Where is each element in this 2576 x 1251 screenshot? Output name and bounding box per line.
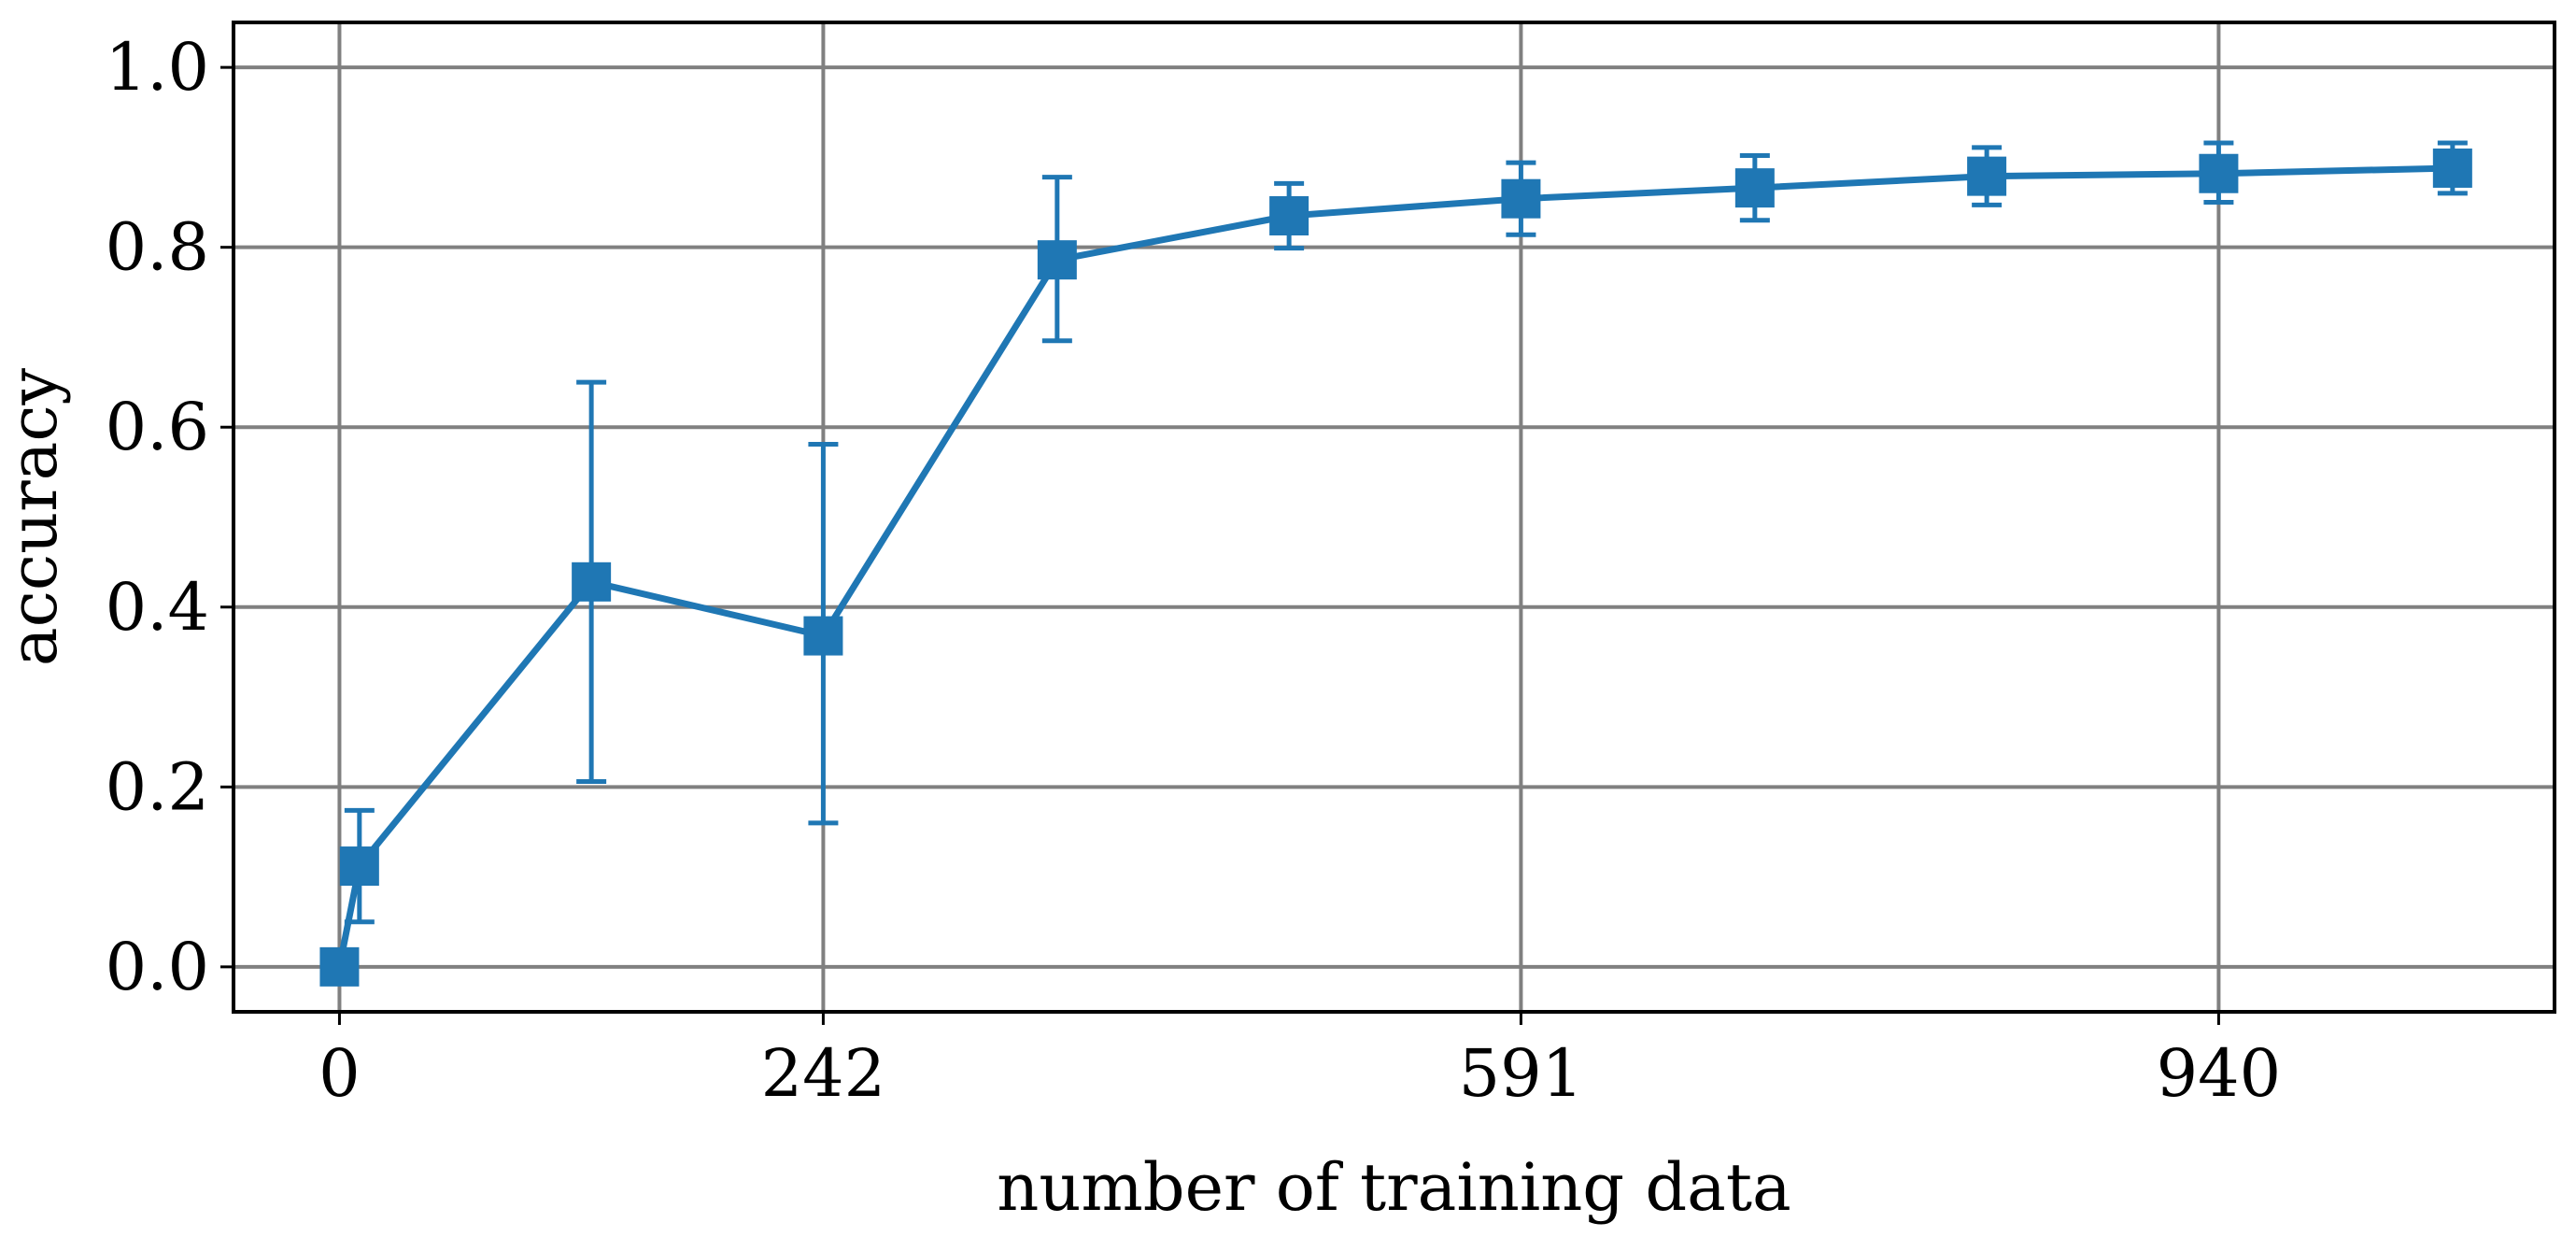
grid-lines [234,22,2555,1012]
y-tick-label: 0.4 [106,569,209,646]
data-point [1967,156,2007,196]
x-tick-label: 940 [2157,1035,2282,1112]
data-point [339,846,379,887]
data-point [1269,195,1309,235]
y-tick-label: 0.0 [106,929,209,1005]
y-tick-label: 0.8 [106,209,209,286]
y-tick-label: 0.2 [106,748,209,825]
y-tick-label: 1.0 [106,29,209,106]
data-point [1501,178,1541,219]
x-axis-label: number of training data [997,1149,1791,1226]
y-axis-label: accuracy [0,367,72,666]
data-point [2432,148,2472,188]
series-group [319,140,2472,987]
data-point [803,616,843,656]
series-line [335,164,2453,968]
data-point [2199,153,2239,193]
data-point [572,562,612,602]
y-tick-label: 0.6 [106,389,209,465]
data-point [319,946,360,987]
tick-labels: 0.0 0.2 0.4 0.6 0.8 1.0 0 242 591 940 [106,29,2282,1112]
x-tick-label: 591 [1459,1035,1584,1112]
data-point [1734,168,1775,208]
x-tick-label: 242 [761,1035,886,1112]
data-point [1037,240,1077,280]
plot-frame [232,21,2556,1014]
x-tick-label: 0 [318,1035,361,1112]
